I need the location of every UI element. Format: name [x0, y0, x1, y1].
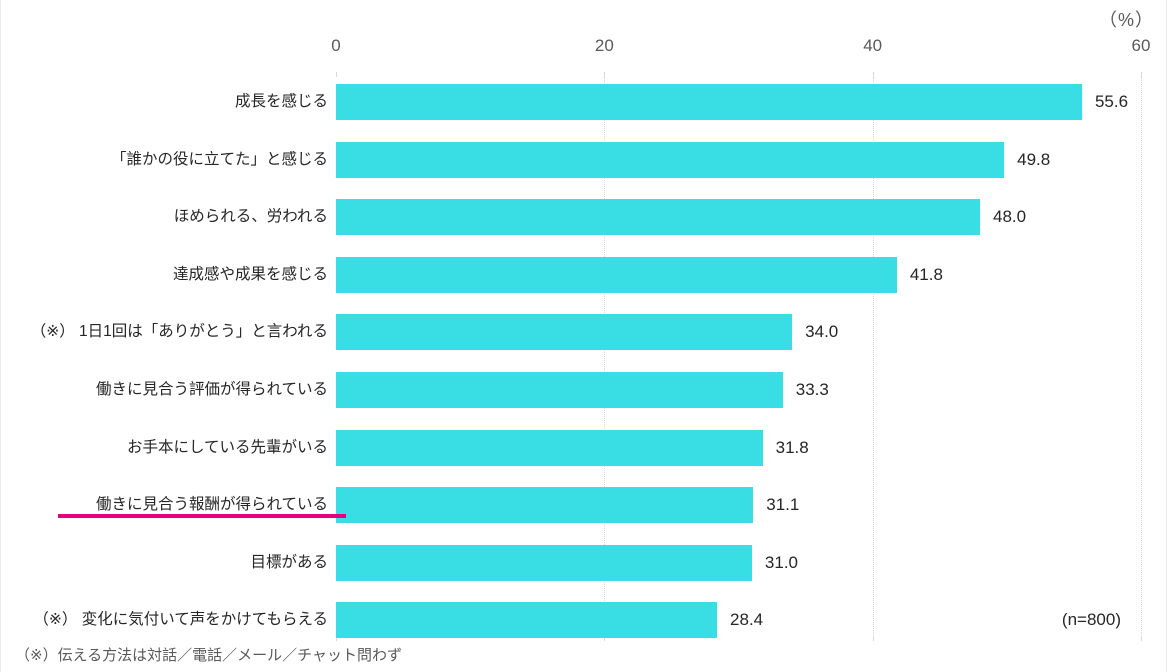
gridline: [872, 77, 874, 641]
category-label: 達成感や成果を感じる: [172, 265, 328, 283]
category-label: （※） 変化に気付いて声をかけてもらえる: [33, 611, 328, 629]
category-label: （※） 1日1回は「ありがとう」と言われる: [30, 323, 328, 341]
value-label: 48.0: [993, 207, 1027, 227]
sample-size-label: (n=800): [1061, 610, 1121, 629]
bar: [336, 199, 980, 236]
bar: [336, 372, 783, 408]
gridline: [1141, 77, 1142, 641]
value-label: 31.0: [764, 552, 798, 572]
bar: [336, 544, 752, 581]
bar: [336, 84, 1082, 120]
axis-unit-label: （%）: [1098, 10, 1154, 30]
bar: [336, 141, 1005, 178]
highlight-underline: [58, 514, 346, 519]
axis-tick-mark-top: [1141, 72, 1142, 77]
value-label: 33.3: [795, 380, 829, 399]
category-label: 働きに見合う評価が得られている: [95, 381, 328, 398]
axis-tick-label: 60: [1131, 36, 1151, 55]
bar: [336, 487, 754, 524]
bar: [336, 314, 793, 351]
category-label: お手本にしている先輩がいる: [126, 438, 328, 456]
axis-tick-mark-top: [872, 72, 874, 77]
gridline: [604, 77, 606, 641]
bar: [336, 256, 897, 293]
value-label: 34.0: [805, 322, 839, 342]
category-label: 働きに見合う報酬が得られている: [95, 496, 328, 514]
category-label: 成長を感じる: [234, 93, 328, 110]
value-label: 31.8: [775, 437, 809, 457]
category-label: ほめられる、労われる: [173, 208, 328, 226]
axis-tick-label: 40: [863, 36, 883, 55]
category-label: 目標がある: [250, 553, 328, 571]
value-label: 41.8: [909, 264, 943, 284]
axis-tick-mark-top: [604, 72, 606, 77]
axis-tick-label: 0: [331, 36, 341, 55]
axis-tick-label: 20: [594, 36, 614, 55]
axis-tick-mark-bottom: [336, 636, 337, 641]
value-label: 49.8: [1017, 149, 1051, 169]
value-label: 55.6: [1094, 92, 1129, 111]
bar: [336, 429, 763, 466]
footnote: （※）伝える方法は対話／電話／メール／チャット問わず: [15, 647, 402, 664]
axis-tick-mark-top: [336, 72, 337, 77]
bar: [336, 602, 718, 639]
value-label: 28.4: [730, 610, 764, 630]
category-label: 「誰かの役に立てた」と感じる: [110, 150, 328, 168]
value-label: 31.1: [766, 495, 800, 515]
